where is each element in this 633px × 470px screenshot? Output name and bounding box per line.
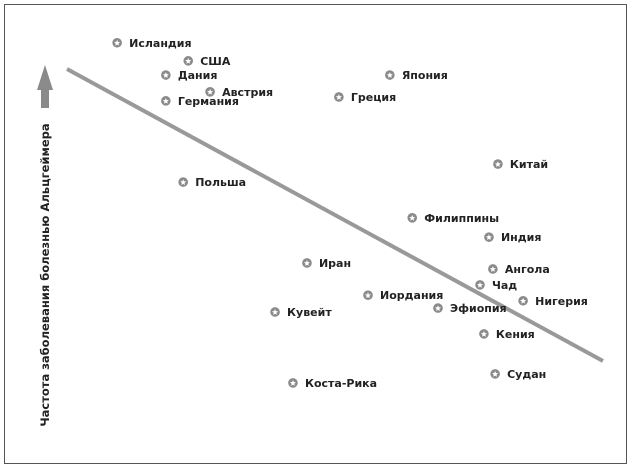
- star-marker-icon: [112, 37, 122, 48]
- point-label: Япония: [402, 69, 448, 82]
- data-point: Польша: [178, 176, 246, 189]
- point-label: Судан: [507, 368, 546, 381]
- point-label: Филиппины: [424, 212, 499, 225]
- point-label: Дания: [178, 69, 218, 82]
- data-point: Исландия: [112, 37, 192, 50]
- data-point: Судан: [490, 368, 546, 381]
- point-label: Нигерия: [535, 295, 588, 308]
- chart-frame: [4, 4, 627, 464]
- data-point: Эфиопия: [433, 302, 507, 315]
- data-point: Чад: [475, 279, 517, 292]
- star-marker-icon: [475, 280, 485, 290]
- star-marker-icon: [161, 96, 171, 106]
- data-point: Ангола: [488, 263, 550, 276]
- star-marker-icon: [270, 307, 280, 317]
- star-marker-icon: [288, 378, 298, 388]
- point-label: Индия: [501, 231, 541, 244]
- data-point: Германия: [161, 95, 239, 108]
- star-marker-icon: [161, 70, 171, 80]
- point-label: Греция: [351, 91, 396, 104]
- point-label: Иран: [319, 257, 351, 270]
- star-marker-icon: [363, 290, 373, 301]
- data-point: США: [183, 55, 231, 68]
- data-point: Греция: [334, 91, 396, 104]
- star-marker-icon: [385, 70, 395, 80]
- star-marker-icon: [205, 87, 215, 97]
- star-marker-icon: [493, 159, 503, 169]
- star-marker-icon: [302, 258, 312, 268]
- data-point: Индия: [484, 231, 541, 244]
- point-label: Кения: [496, 328, 535, 341]
- trend-line: [66, 67, 604, 363]
- star-marker-icon: [178, 177, 188, 187]
- star-marker-icon: [484, 232, 494, 242]
- data-point: Коста-Рика: [288, 377, 377, 390]
- point-label: Коста-Рика: [305, 377, 377, 390]
- point-label: Ангола: [505, 263, 550, 276]
- point-label: Чад: [492, 279, 517, 292]
- data-point: Иран: [302, 257, 351, 270]
- data-point: Австрия: [205, 86, 273, 99]
- star-marker-icon: [433, 303, 443, 313]
- data-point: Кувейт: [270, 306, 332, 319]
- point-label: США: [200, 55, 231, 68]
- star-marker-icon: [183, 56, 194, 66]
- data-point: Кения: [479, 328, 535, 341]
- data-point: Япония: [385, 69, 448, 82]
- data-point: Нигерия: [518, 295, 588, 308]
- star-marker-icon: [334, 92, 344, 102]
- data-point: Дания: [161, 69, 217, 82]
- point-label: Китай: [510, 158, 548, 171]
- data-point: Филиппины: [407, 212, 499, 225]
- star-marker-icon: [479, 329, 489, 339]
- star-marker-icon: [407, 213, 418, 223]
- point-label: Германия: [178, 95, 239, 108]
- point-label: Польша: [195, 176, 246, 189]
- data-point: Иордания: [363, 289, 443, 302]
- point-label: Иордания: [380, 289, 443, 302]
- star-marker-icon: [518, 295, 528, 306]
- point-label: Австрия: [222, 86, 273, 99]
- point-label: Исландия: [129, 37, 191, 50]
- star-marker-icon: [488, 264, 498, 274]
- star-marker-icon: [490, 369, 500, 379]
- point-label: Кувейт: [287, 306, 332, 319]
- data-point: Китай: [493, 158, 548, 171]
- y-axis-arrow-icon: [37, 65, 53, 108]
- y-axis-label: Частота заболевания болезнью Альцгеймера: [38, 123, 52, 427]
- point-label: Эфиопия: [450, 302, 507, 315]
